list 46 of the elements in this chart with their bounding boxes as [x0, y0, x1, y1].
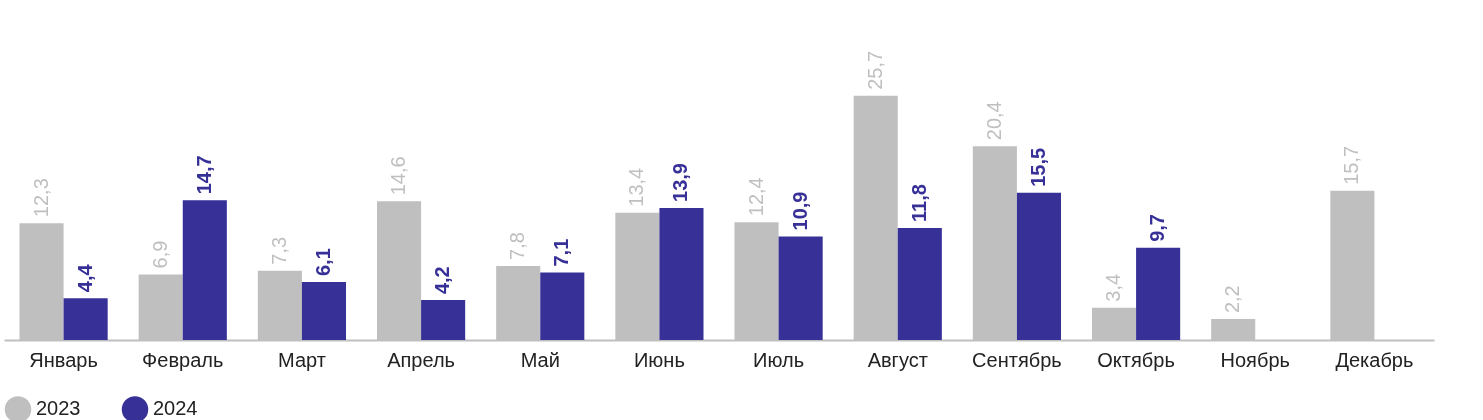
- data-label: 10,9: [788, 191, 811, 231]
- x-tick-label: Август: [867, 348, 928, 371]
- legend-label: 2023: [36, 397, 81, 420]
- x-tick-label: Май: [520, 348, 560, 371]
- data-label: 13,4: [625, 167, 648, 207]
- data-label: 6,1: [311, 248, 334, 277]
- bar: [540, 272, 585, 340]
- data-label: 4,2: [431, 266, 454, 295]
- x-tick-label: Февраль: [142, 348, 224, 371]
- x-tick-label: Сентябрь: [972, 348, 1062, 371]
- bar: [421, 300, 466, 340]
- data-label: 4,4: [73, 263, 96, 293]
- data-label: 15,7: [1340, 145, 1363, 185]
- x-tick-label: Декабрь: [1335, 348, 1414, 371]
- bar: [63, 298, 108, 340]
- bar: [1016, 192, 1062, 340]
- x-tick-label: Октябрь: [1097, 348, 1175, 371]
- data-label: 11,8: [907, 184, 930, 222]
- bar: [182, 200, 227, 340]
- data-label: 7,3: [267, 236, 290, 265]
- data-label: 3,4: [1102, 273, 1125, 302]
- x-tick-label: Ноябрь: [1220, 348, 1290, 371]
- data-label: 7,8: [506, 232, 529, 260]
- data-label: 14,7: [192, 155, 215, 195]
- data-label: 12,3: [29, 178, 52, 218]
- bar: [659, 207, 704, 340]
- x-tick-label: Июнь: [633, 348, 685, 371]
- legend-label: 2024: [153, 397, 198, 420]
- data-label: 7,1: [550, 238, 573, 267]
- x-tick-label: Март: [277, 348, 326, 371]
- x-tick-label: Апрель: [387, 348, 456, 371]
- data-label: 6,9: [148, 240, 171, 269]
- data-label: 13,9: [669, 163, 692, 202]
- bar: [301, 282, 347, 340]
- data-label: 2,2: [1221, 285, 1244, 314]
- bar: [778, 236, 823, 340]
- bar: [897, 227, 942, 340]
- x-tick-label: Январь: [29, 348, 98, 371]
- data-label: 20,4: [982, 101, 1005, 141]
- data-label: 12,4: [744, 177, 767, 217]
- data-label: 9,7: [1146, 214, 1169, 242]
- data-label: 15,5: [1026, 147, 1049, 187]
- bar: [1136, 247, 1181, 340]
- data-label: 14,6: [387, 156, 410, 196]
- x-tick-label: Июль: [753, 348, 805, 371]
- data-label: 25,7: [863, 50, 886, 90]
